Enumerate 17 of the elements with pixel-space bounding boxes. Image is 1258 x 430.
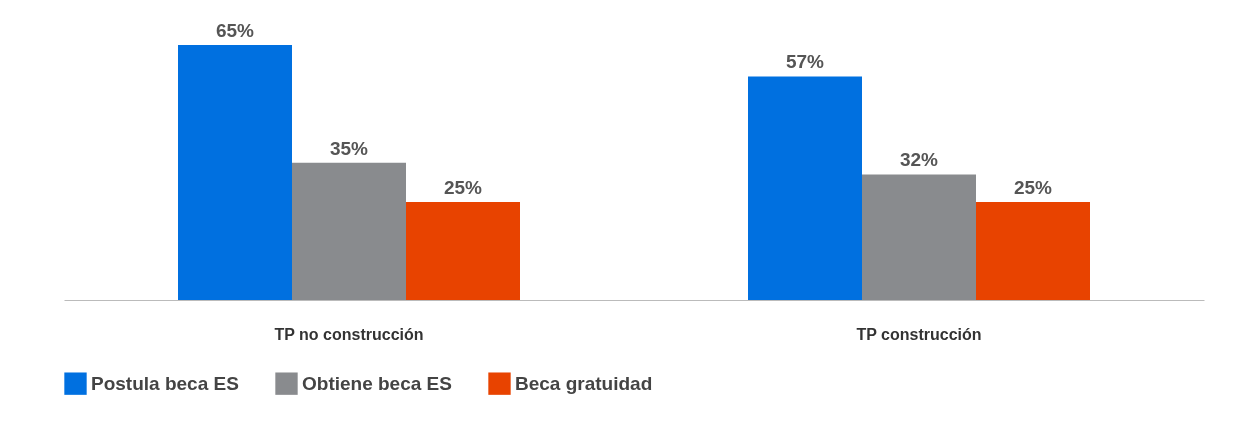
bar	[748, 76, 862, 300]
legend-label: Beca gratuidad	[515, 372, 653, 394]
data-label: 25%	[443, 176, 483, 198]
bar	[976, 201, 1090, 300]
data-label: 32%	[899, 149, 939, 171]
bar	[292, 162, 406, 300]
legend-label: Obtiene beca ES	[302, 372, 452, 394]
x-tick-label: TP no construcción	[274, 325, 424, 343]
bar	[862, 174, 976, 300]
x-tick-label: TP construcción	[856, 325, 982, 343]
data-label: 35%	[329, 137, 369, 159]
bar	[178, 45, 292, 300]
legend-label: Postula beca ES	[91, 372, 239, 394]
bar	[406, 201, 520, 300]
data-label: 25%	[1013, 176, 1053, 198]
data-label: 57%	[785, 51, 825, 73]
data-label: 65%	[215, 20, 255, 41]
